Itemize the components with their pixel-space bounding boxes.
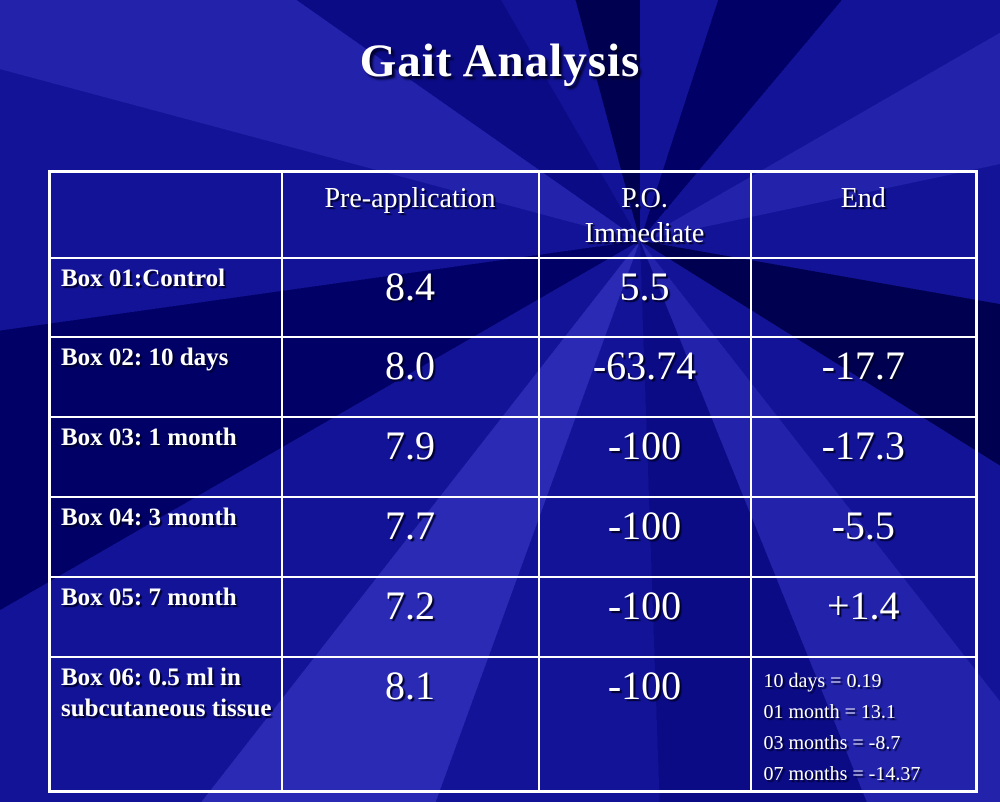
note-line: 03 months = -8.7 [763, 731, 901, 754]
cell-box04-pre-application: 7.7 [280, 495, 540, 578]
cell-box05-pre-application: 7.2 [280, 575, 540, 658]
row-label-box-05: Box 05: 7 month [48, 575, 283, 658]
header-cell-end: End [749, 170, 978, 259]
cell-box04-end: -5.5 [749, 495, 978, 578]
table-row: Box 02: 10 days 8.0 -63.74 -17.7 [48, 335, 978, 418]
cell-box01-po-immediate: 5.5 [537, 256, 752, 338]
table-row: Box 01:Control 8.4 5.5 [48, 256, 978, 338]
header-cell-empty [48, 170, 283, 259]
row-label-box-04: Box 04: 3 month [48, 495, 283, 578]
table-row: Box 05: 7 month 7.2 -100 +1.4 [48, 575, 978, 658]
table-row: Box 03: 1 month 7.9 -100 -17.3 [48, 415, 978, 498]
cell-box06-end-notes: 10 days = 0.19 01 month = 13.1 03 months… [749, 655, 978, 793]
header-cell-pre-application: Pre-application [280, 170, 540, 259]
cell-box01-end [749, 256, 978, 338]
row-label-box-01: Box 01:Control [48, 256, 283, 338]
cell-box06-po-immediate: -100 [537, 655, 752, 793]
row-label-box-02: Box 02: 10 days [48, 335, 283, 418]
gait-analysis-table: Pre-application P.O. Immediate End Box 0… [48, 170, 978, 793]
cell-box01-pre-application: 8.4 [280, 256, 540, 338]
slide-title: Gait Analysis [359, 35, 641, 87]
cell-box02-end: -17.7 [749, 335, 978, 418]
row-label-box-03: Box 03: 1 month [48, 415, 283, 498]
table-row: Box 04: 3 month 7.7 -100 -5.5 [48, 495, 978, 578]
row-label-box-06: Box 06: 0.5 ml in subcutaneous tissue [48, 655, 283, 793]
note-line: 01 month = 13.1 [763, 700, 896, 723]
cell-box03-po-immediate: -100 [537, 415, 752, 498]
header-row: Pre-application P.O. Immediate End [48, 170, 978, 259]
header-cell-po-immediate: P.O. Immediate [537, 170, 752, 259]
note-line: 10 days = 0.19 [763, 669, 882, 692]
table-row: Box 06: 0.5 ml in subcutaneous tissue 8.… [48, 655, 978, 793]
note-line: 07 months = -14.37 [763, 762, 921, 785]
cell-box02-po-immediate: -63.74 [537, 335, 752, 418]
cell-box06-pre-application: 8.1 [280, 655, 540, 793]
cell-box02-pre-application: 8.0 [280, 335, 540, 418]
cell-box05-po-immediate: -100 [537, 575, 752, 658]
cell-box04-po-immediate: -100 [537, 495, 752, 578]
cell-box03-end: -17.3 [749, 415, 978, 498]
cell-box05-end: +1.4 [749, 575, 978, 658]
cell-box03-pre-application: 7.9 [280, 415, 540, 498]
